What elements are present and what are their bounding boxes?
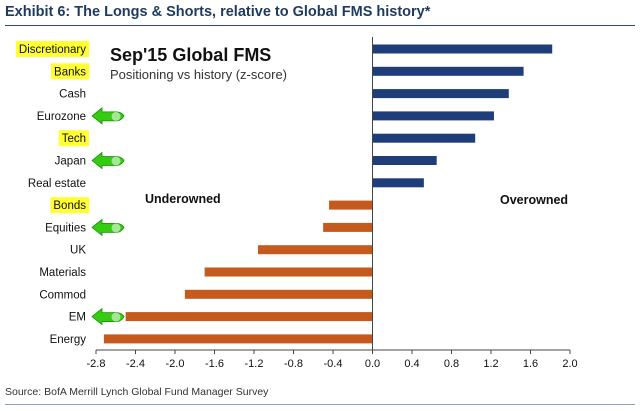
x-tick-label: -1.2 [245, 358, 264, 370]
x-tick-label: -2.0 [166, 358, 185, 370]
category-label: Tech [62, 133, 86, 145]
x-tick-label: 1.6 [523, 358, 538, 370]
category-label: Discretionary [19, 44, 86, 56]
category-label: Bonds [53, 200, 86, 212]
annotation-group [91, 107, 125, 326]
bar-uk [257, 245, 373, 255]
footer-rule [5, 404, 635, 405]
x-tick-label: -2.4 [126, 358, 145, 370]
pointing-hand-icon [91, 307, 125, 326]
bar-eurozone [372, 111, 494, 121]
x-tick-label: -0.8 [284, 358, 303, 370]
bar-commod [184, 289, 373, 299]
bar-banks [372, 66, 524, 76]
bar-tech [372, 133, 476, 143]
header-rule [5, 25, 635, 26]
label-highlight [15, 41, 90, 57]
bar-discretionary [372, 44, 553, 54]
exhibit-title: Exhibit 6: The Longs & Shorts, relative … [5, 4, 431, 20]
category-label: Energy [50, 334, 87, 346]
overowned-label: Overowned [500, 193, 568, 207]
category-label-group: Discretionary Banks Cash Eurozone Tech Japan R… [15, 41, 90, 346]
label-highlight [50, 197, 90, 214]
chart-title: Sep'15 Global FMS [110, 45, 271, 65]
x-tick-label: -0.4 [324, 358, 343, 370]
x-tick-label: 2.0 [562, 358, 577, 370]
source-note: Source: BofA Merrill Lynch Global Fund M… [5, 386, 269, 398]
bar-equities [323, 222, 373, 232]
x-tick-label: 1.2 [483, 358, 498, 370]
pointing-hand-icon [91, 151, 125, 170]
chart-subtitle: Positioning vs history (z-score) [110, 67, 287, 82]
pointing-hand-icon [91, 218, 125, 237]
x-axis: -2.8 -2.4 -2.0 -1.6 -1.2 -0.8 -0.4 0.0 0.4 0.8 1.2… [87, 37, 578, 370]
bar-energy [103, 334, 373, 344]
exhibit-header: Exhibit 6: The Longs & Shorts, relative … [0, 0, 640, 28]
label-highlight [51, 63, 90, 80]
category-label: UK [70, 245, 86, 257]
bar-bonds [329, 200, 373, 210]
x-tick-label: -2.8 [87, 358, 106, 370]
bar-group [103, 44, 553, 344]
bar-materials [204, 267, 373, 277]
underowned-label: Underowned [145, 192, 221, 206]
category-label: EM [69, 312, 86, 324]
category-label: Real estate [28, 178, 86, 190]
fms-positioning-chart: Sep'15 Global FMS Positioning vs history… [15, 37, 578, 370]
bar-cash [372, 89, 509, 99]
category-label: Materials [39, 267, 86, 279]
label-highlight [58, 130, 89, 147]
x-tick-label: 0.0 [365, 358, 380, 370]
bar-japan [372, 156, 437, 165]
x-tick-label: 0.8 [444, 358, 459, 370]
category-label: Equities [45, 222, 86, 234]
category-label: Commod [39, 289, 86, 301]
x-tick-label: -1.6 [205, 358, 224, 370]
pointing-hand-icon [91, 107, 125, 125]
category-label: Banks [54, 66, 86, 78]
bar-real-estate [372, 178, 424, 188]
category-label: Eurozone [37, 111, 86, 123]
x-tick-label: 0.4 [404, 358, 419, 370]
category-label: Japan [55, 156, 86, 168]
bar-em [125, 312, 373, 322]
category-label: Cash [59, 89, 86, 101]
